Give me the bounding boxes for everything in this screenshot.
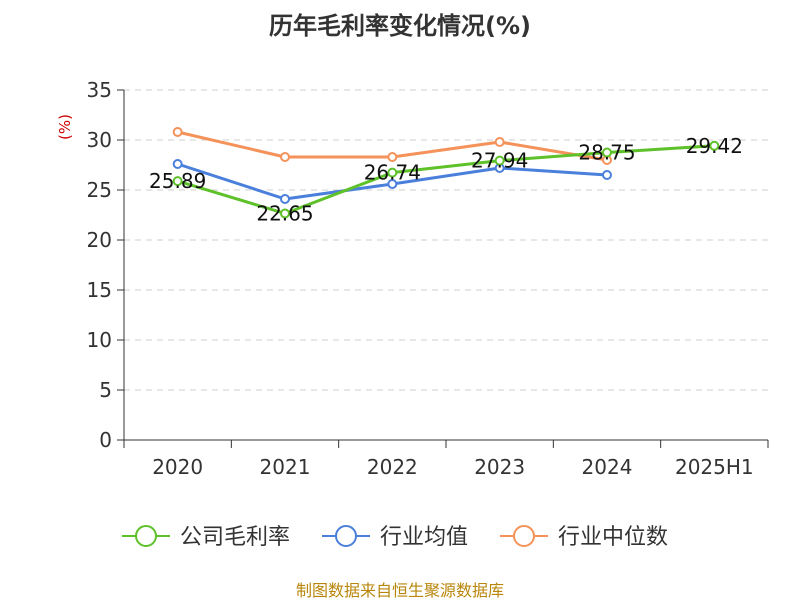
y-tick-label: 15 <box>87 278 112 302</box>
series-point <box>494 155 505 166</box>
axes: 0 5 10 15 20 25 30 35 2020 2021 2022 2023 2024 2025H1 <box>87 78 769 479</box>
series-point <box>602 147 612 158</box>
x-tick-label: 2020 <box>152 455 203 479</box>
legend-marker <box>335 525 357 547</box>
y-tick-label: 5 <box>99 378 112 402</box>
series-point <box>172 176 183 187</box>
series-point <box>387 167 398 178</box>
series-point <box>602 170 612 180</box>
y-tick-label: 30 <box>87 128 112 152</box>
data-label: 29.42 <box>686 134 743 158</box>
x-tick-label: 2024 <box>582 455 633 479</box>
legend-label: 行业中位数 <box>558 525 668 550</box>
data-label: 22.65 <box>256 202 313 226</box>
series-point <box>494 137 505 147</box>
y-tick-label: 20 <box>87 228 112 252</box>
x-tick-label: 2025H1 <box>675 455 754 479</box>
y-tick-label: 35 <box>87 78 112 102</box>
series-point <box>709 140 720 151</box>
legend-label: 公司毛利率 <box>180 525 290 550</box>
series-point <box>280 208 290 219</box>
series <box>172 127 720 219</box>
series-point <box>387 152 398 162</box>
data-label: 26.74 <box>364 161 421 185</box>
y-tick-label: 10 <box>87 328 112 352</box>
x-tick-label: 2021 <box>260 455 311 479</box>
legend-marker <box>513 525 535 547</box>
data-label: 27.94 <box>471 149 528 173</box>
y-tick-label: 25 <box>87 178 112 202</box>
data-labels: 25.89 22.65 26.74 27.94 28.75 29.42 <box>149 134 743 226</box>
grid <box>124 89 768 391</box>
series-point <box>172 127 183 137</box>
source-note: 制图数据来自恒生聚源数据库 <box>296 581 504 600</box>
chart-title: 历年毛利率变化情况(%) <box>269 12 531 40</box>
series-line <box>176 144 716 215</box>
series-point <box>280 152 290 162</box>
data-label: 28.75 <box>578 141 635 165</box>
series-point <box>387 179 398 189</box>
legend: 公司毛利率 行业均值 行业中位数 <box>122 525 668 550</box>
legend-label: 行业均值 <box>380 525 468 550</box>
x-tick-label: 2023 <box>474 455 525 479</box>
y-tick-label: 0 <box>99 428 112 452</box>
series-point <box>280 194 290 204</box>
data-label: 25.89 <box>149 169 206 193</box>
y-axis-unit: (%) <box>56 114 74 140</box>
legend-marker <box>135 525 157 547</box>
series-point <box>172 159 183 169</box>
x-tick-label: 2022 <box>367 455 418 479</box>
